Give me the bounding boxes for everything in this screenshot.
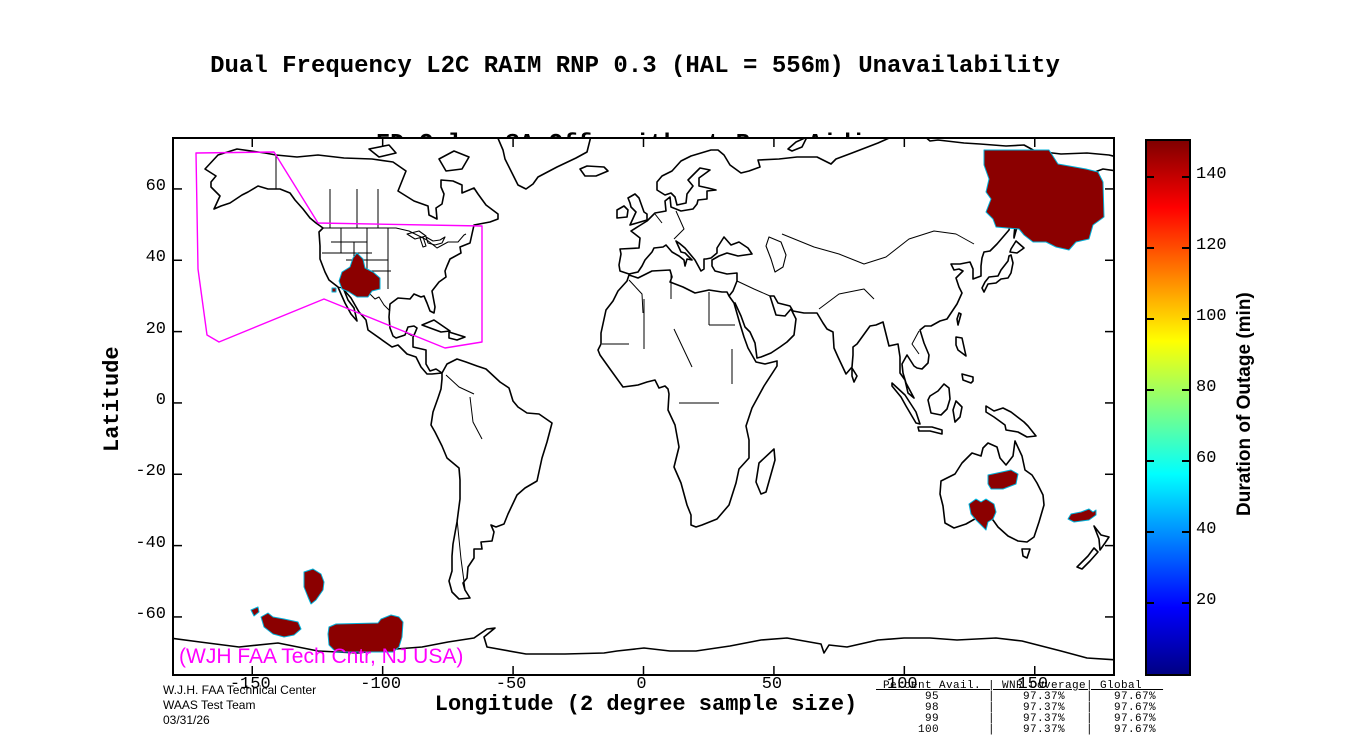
table-row: 99 | 97.37% | 97.67% (876, 712, 1157, 725)
outage-region-us-four-corners (338, 252, 381, 298)
colorbar-tick (1147, 530, 1154, 533)
colorbar-tick-label: 60 (1196, 448, 1217, 468)
y-tick-label: 60 (145, 176, 166, 196)
colorbar-tick-label: 100 (1196, 306, 1227, 326)
colorbar-tick (1182, 246, 1189, 249)
colorbar-tick (1147, 317, 1154, 320)
colorbar-tick (1147, 601, 1154, 604)
colorbar-tick (1147, 388, 1154, 391)
x-tick-label: 100 (887, 675, 918, 694)
map-credit-text: (WJH FAA Tech Cntr, NJ USA) (179, 645, 464, 668)
outage-region-south-pacific-mid (303, 568, 325, 605)
colorbar-tick-label: 80 (1196, 377, 1217, 397)
colorbar-tick-label: 20 (1196, 590, 1217, 610)
world-map (174, 139, 1113, 674)
colorbar-tick (1182, 459, 1189, 462)
outage-region-south-pacific-small (250, 606, 260, 617)
colorbar-tick-label: 40 (1196, 519, 1217, 539)
colorbar-tick-label: 140 (1196, 164, 1227, 184)
colorbar-tick (1182, 601, 1189, 604)
colorbar-tick (1182, 388, 1189, 391)
title-line-1: Dual Frequency L2C RAIM RNP 0.3 (HAL = 5… (210, 53, 1060, 80)
map-plot-area (172, 137, 1115, 676)
y-tick-label: -60 (135, 604, 166, 624)
table-row: 98 | 97.37% | 97.67% (876, 701, 1157, 714)
availability-table: Percent Avail. | WNR Coverage| Global 95… (876, 681, 1163, 736)
x-tick-label: 150 (1017, 675, 1049, 694)
colorbar-tick-label: 120 (1196, 235, 1227, 255)
colorbar-tick (1182, 175, 1189, 178)
colorbar (1145, 139, 1191, 676)
outage-region-south-pacific-west (260, 612, 302, 638)
table-row: 100 | 97.37% | 97.67% (876, 723, 1157, 736)
footer-credits: W.J.H. FAA Technical Center WAAS Test Te… (163, 683, 316, 728)
footer-line-2: WAAS Test Team (163, 698, 256, 712)
table-header: Percent Avail. | WNR Coverage| Global (876, 680, 1164, 692)
outage-regions (250, 149, 1105, 653)
x-tick-label: 50 (761, 675, 783, 694)
outage-region-australia-north (987, 469, 1019, 490)
y-tick-label: 40 (145, 248, 166, 268)
y-tick-label: -20 (135, 462, 166, 482)
colorbar-tick (1182, 317, 1189, 320)
axis-ticks (174, 139, 1113, 674)
colorbar-tick (1182, 530, 1189, 533)
y-tick-label: -40 (135, 533, 166, 553)
waas-boundary (195, 151, 483, 349)
y-tick-label: 20 (145, 319, 166, 339)
colorbar-tick (1147, 246, 1154, 249)
table-row: 95 | 97.37% | 97.67% (876, 690, 1157, 703)
outage-region-australia-south (968, 498, 997, 531)
country-borders (275, 155, 975, 590)
x-tick-label: 0 (636, 675, 647, 694)
x-tick-label: -150 (229, 675, 271, 694)
outage-region-northeast-asia (983, 149, 1105, 251)
footer-line-1: W.J.H. FAA Technical Center (163, 683, 317, 697)
colorbar-tick (1147, 175, 1154, 178)
colorbar-label: Duration of Outage (min) (1234, 292, 1255, 516)
y-tick-label: 0 (155, 390, 166, 410)
x-tick-label: -100 (360, 675, 402, 694)
x-tick-label: -50 (495, 675, 527, 694)
outage-region-us-speck-west (331, 287, 337, 293)
x-axis-label: Longitude (2 degree sample size) (434, 692, 858, 717)
outage-region-tasman-sea (1067, 508, 1097, 523)
colorbar-tick (1147, 459, 1154, 462)
footer-line-3: 03/31/26 (163, 713, 210, 727)
outage-region-south-pacific-large (327, 614, 404, 653)
